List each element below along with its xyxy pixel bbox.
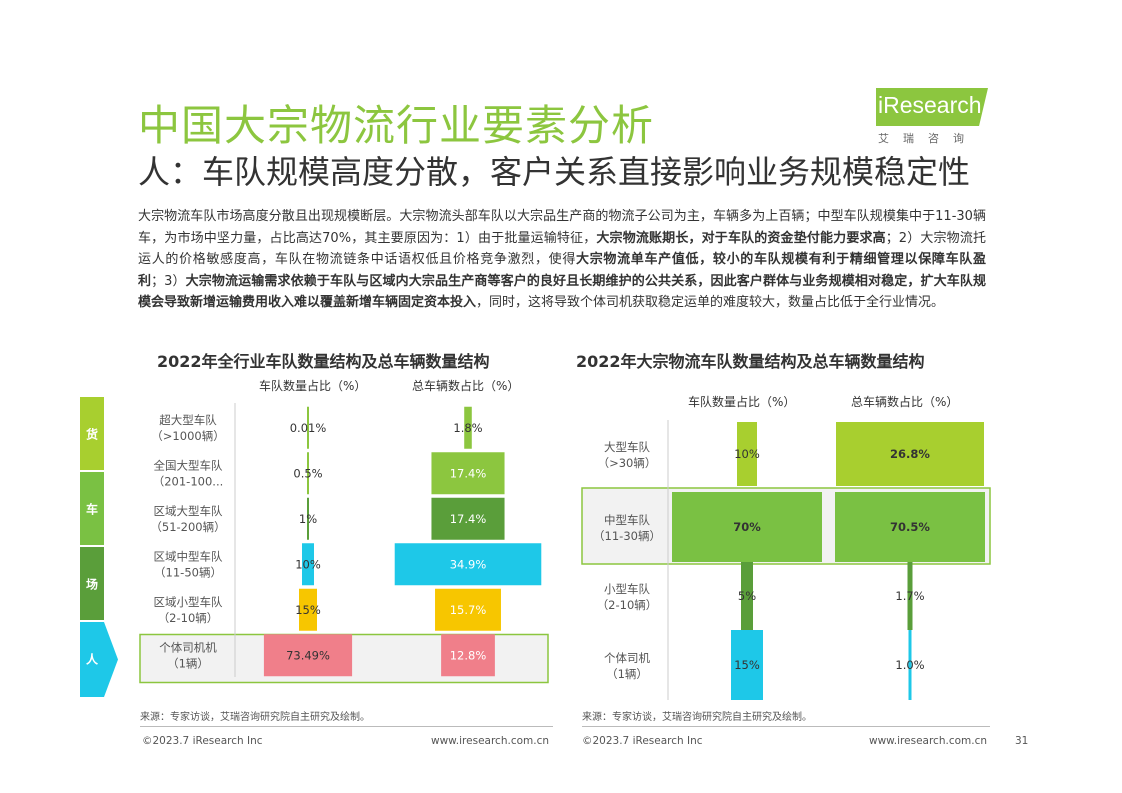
logo-brand-text: iResearch xyxy=(878,92,982,118)
page-number: 31 xyxy=(1015,735,1029,747)
body-segment: 大宗物流单车产值低，较小的车队规模有利于精细管理以保障车队盈利 xyxy=(138,252,986,289)
chart2-col-header-1: 车队数量占比（%） xyxy=(688,395,796,409)
logo-cn-text: 艾瑞咨询 xyxy=(878,132,978,145)
chart1-category-sub: （2-10辆） xyxy=(158,611,219,625)
chart1-side-segment-1 xyxy=(80,472,104,545)
chart1-side-segment-3 xyxy=(80,622,118,697)
chart1-bar-s1 xyxy=(464,406,472,449)
chart1-category-sub: （201-100... xyxy=(153,474,224,488)
chart1-value-label: 0.01% xyxy=(290,421,327,435)
chart1-value-label: 12.8% xyxy=(450,648,487,662)
body-segment: 大宗物流账期长，对于车队的资金垫付能力要求高 xyxy=(596,230,886,246)
chart1-category-name: 超大型车队 xyxy=(159,413,217,427)
chart1-category-name: 个体司机机 xyxy=(159,640,217,654)
chart1-value-label: 17.4% xyxy=(450,512,487,526)
chart1-bar-s0 xyxy=(263,634,353,677)
chart1-col-header-2: 总车辆数占比（%） xyxy=(412,379,520,393)
chart1-title: 2022年全行业车队数量结构及总车辆数量结构 xyxy=(157,352,490,371)
chart1-side-label: 车 xyxy=(86,502,98,517)
footer-divider-left xyxy=(140,726,553,727)
chart1-bar-s1 xyxy=(441,634,495,677)
chart1-side-label: 场 xyxy=(86,578,98,592)
chart2-bar-s0 xyxy=(672,492,822,562)
chart1-side-label: 人 xyxy=(86,652,99,667)
page-title: 中国大宗物流行业要素分析 xyxy=(138,101,655,150)
chart2-source: 来源：专家访谈，艾瑞咨询研究院自主研究及绘制。 xyxy=(582,712,812,723)
chart2-svg: 大型车队 （>30辆） 10% 26.8% 中型车队 （11-30辆） 70% 70.5% 小型… xyxy=(581,420,991,700)
logo-banner xyxy=(876,88,988,126)
chart1-bar-s0 xyxy=(302,543,314,586)
chart1-bar-s0 xyxy=(307,406,309,449)
chart2-bar-s0 xyxy=(731,630,763,700)
footer-copyright-right: ©2023.7 iResearch Inc xyxy=(582,735,703,747)
footer-divider-right xyxy=(582,726,990,727)
chart2-category-name: 中型车队 xyxy=(604,513,650,527)
chart1-category-sub: （51-200辆） xyxy=(150,520,225,534)
chart1-bar-s1 xyxy=(435,588,501,631)
body-paragraph: 大宗物流车队市场高度分散且出现规模断层。大宗物流头部车队以大宗品生产商的物流子公… xyxy=(138,206,986,314)
chart2-category-name: 小型车队 xyxy=(604,582,650,596)
chart2-value-label: 10% xyxy=(734,447,760,461)
chart1-category-sub: （>1000辆） xyxy=(151,429,224,443)
chart1-value-label: 15% xyxy=(295,603,321,617)
chart2-value-label: 5% xyxy=(738,589,756,603)
footer-copyright-left: ©2023.7 iResearch Inc xyxy=(142,735,263,747)
chart1-bar-s1 xyxy=(431,497,505,540)
chart2-bar-s0 xyxy=(737,422,757,486)
chart1-category-name: 区域大型车队 xyxy=(154,504,223,518)
chart2-value-label: 1.7% xyxy=(895,589,924,603)
chart1-bar-s1 xyxy=(394,543,542,586)
chart2-category-sub: （1辆） xyxy=(606,667,648,681)
chart1-side-segment-2 xyxy=(80,547,104,620)
chart2-bar-s1 xyxy=(907,562,913,630)
chart1-value-label: 34.9% xyxy=(450,557,487,571)
chart2-category-name: 大型车队 xyxy=(604,440,650,454)
body-segment: ；2）大宗物流托运人的价格敏感度高，车队在物流链条中话语权低且价格竞争激烈，使得 xyxy=(138,230,986,268)
chart1-value-label: 15.7% xyxy=(450,603,487,617)
chart1-category-name: 区域小型车队 xyxy=(154,595,223,609)
chart2-title: 2022年大宗物流车队数量结构及总车辆数量结构 xyxy=(576,352,925,371)
footer-url-right: www.iresearch.com.cn xyxy=(869,735,988,747)
body-segment: 大宗物流运输需求依赖于车队与区域内大宗品生产商等客户的良好且长期维护的公共关系，… xyxy=(138,273,986,311)
chart1-col-header-1: 车队数量占比（%） xyxy=(259,379,367,393)
body-segment: ；3） xyxy=(151,273,186,289)
chart1-category-name: 区域中型车队 xyxy=(154,549,223,563)
chart2-category-sub: （>30辆） xyxy=(598,456,657,470)
chart1-side-segment-0 xyxy=(80,397,104,470)
page-subtitle: 人：车队规模高度分散，客户关系直接影响业务规模稳定性 xyxy=(138,153,971,191)
chart2-col-header-2: 总车辆数占比（%） xyxy=(851,395,959,409)
chart2-value-label: 1.0% xyxy=(895,658,924,672)
chart1-side-label: 货 xyxy=(86,427,98,442)
iresearch-logo: iResearch 艾瑞咨询 xyxy=(872,88,990,146)
chart1-bar-s0 xyxy=(299,588,317,631)
chart2-bar-s1 xyxy=(835,492,985,562)
chart1-source: 来源：专家访谈，艾瑞咨询研究院自主研究及绘制。 xyxy=(140,712,370,723)
chart2-value-label: 70.5% xyxy=(890,520,930,534)
chart1-category-name: 全国大型车队 xyxy=(154,458,223,472)
chart2-bar-s0 xyxy=(741,562,753,630)
chart1-bar-s0 xyxy=(307,452,309,495)
chart1-bar-s1 xyxy=(431,452,505,495)
footer-url-left: www.iresearch.com.cn xyxy=(431,735,550,747)
chart1-category-sub: （1辆） xyxy=(167,656,209,670)
chart2-value-label: 15% xyxy=(734,658,760,672)
chart2-bar-s1 xyxy=(836,422,984,486)
chart2-category-sub: （11-30辆） xyxy=(593,529,661,543)
chart1-value-label: 10% xyxy=(295,557,321,571)
chart2-category-name: 个体司机 xyxy=(604,651,650,665)
chart1-bar-s0 xyxy=(307,497,309,540)
chart1-value-label: 1.8% xyxy=(453,421,482,435)
chart1-value-label: 17.4% xyxy=(450,466,487,480)
body-segment: 大宗物流车队市场高度分散且出现规模断层。大宗物流头部车队以大宗品生产商的物流子公… xyxy=(138,209,986,246)
chart2-bar-s1 xyxy=(908,630,912,700)
chart1-value-label: 0.5% xyxy=(293,466,322,480)
body-segment: ，同时，这将导致个体司机获取稳定运单的难度较大，数量占比低于全行业情况。 xyxy=(476,295,945,311)
chart1-category-sub: （11-50辆） xyxy=(154,565,222,579)
chart1-value-label: 1% xyxy=(299,512,317,526)
chart1-value-label: 73.49% xyxy=(286,648,330,662)
chart2-category-sub: （2-10辆） xyxy=(597,598,658,612)
chart2-value-label: 70% xyxy=(733,520,761,534)
chart2-value-label: 26.8% xyxy=(890,447,930,461)
